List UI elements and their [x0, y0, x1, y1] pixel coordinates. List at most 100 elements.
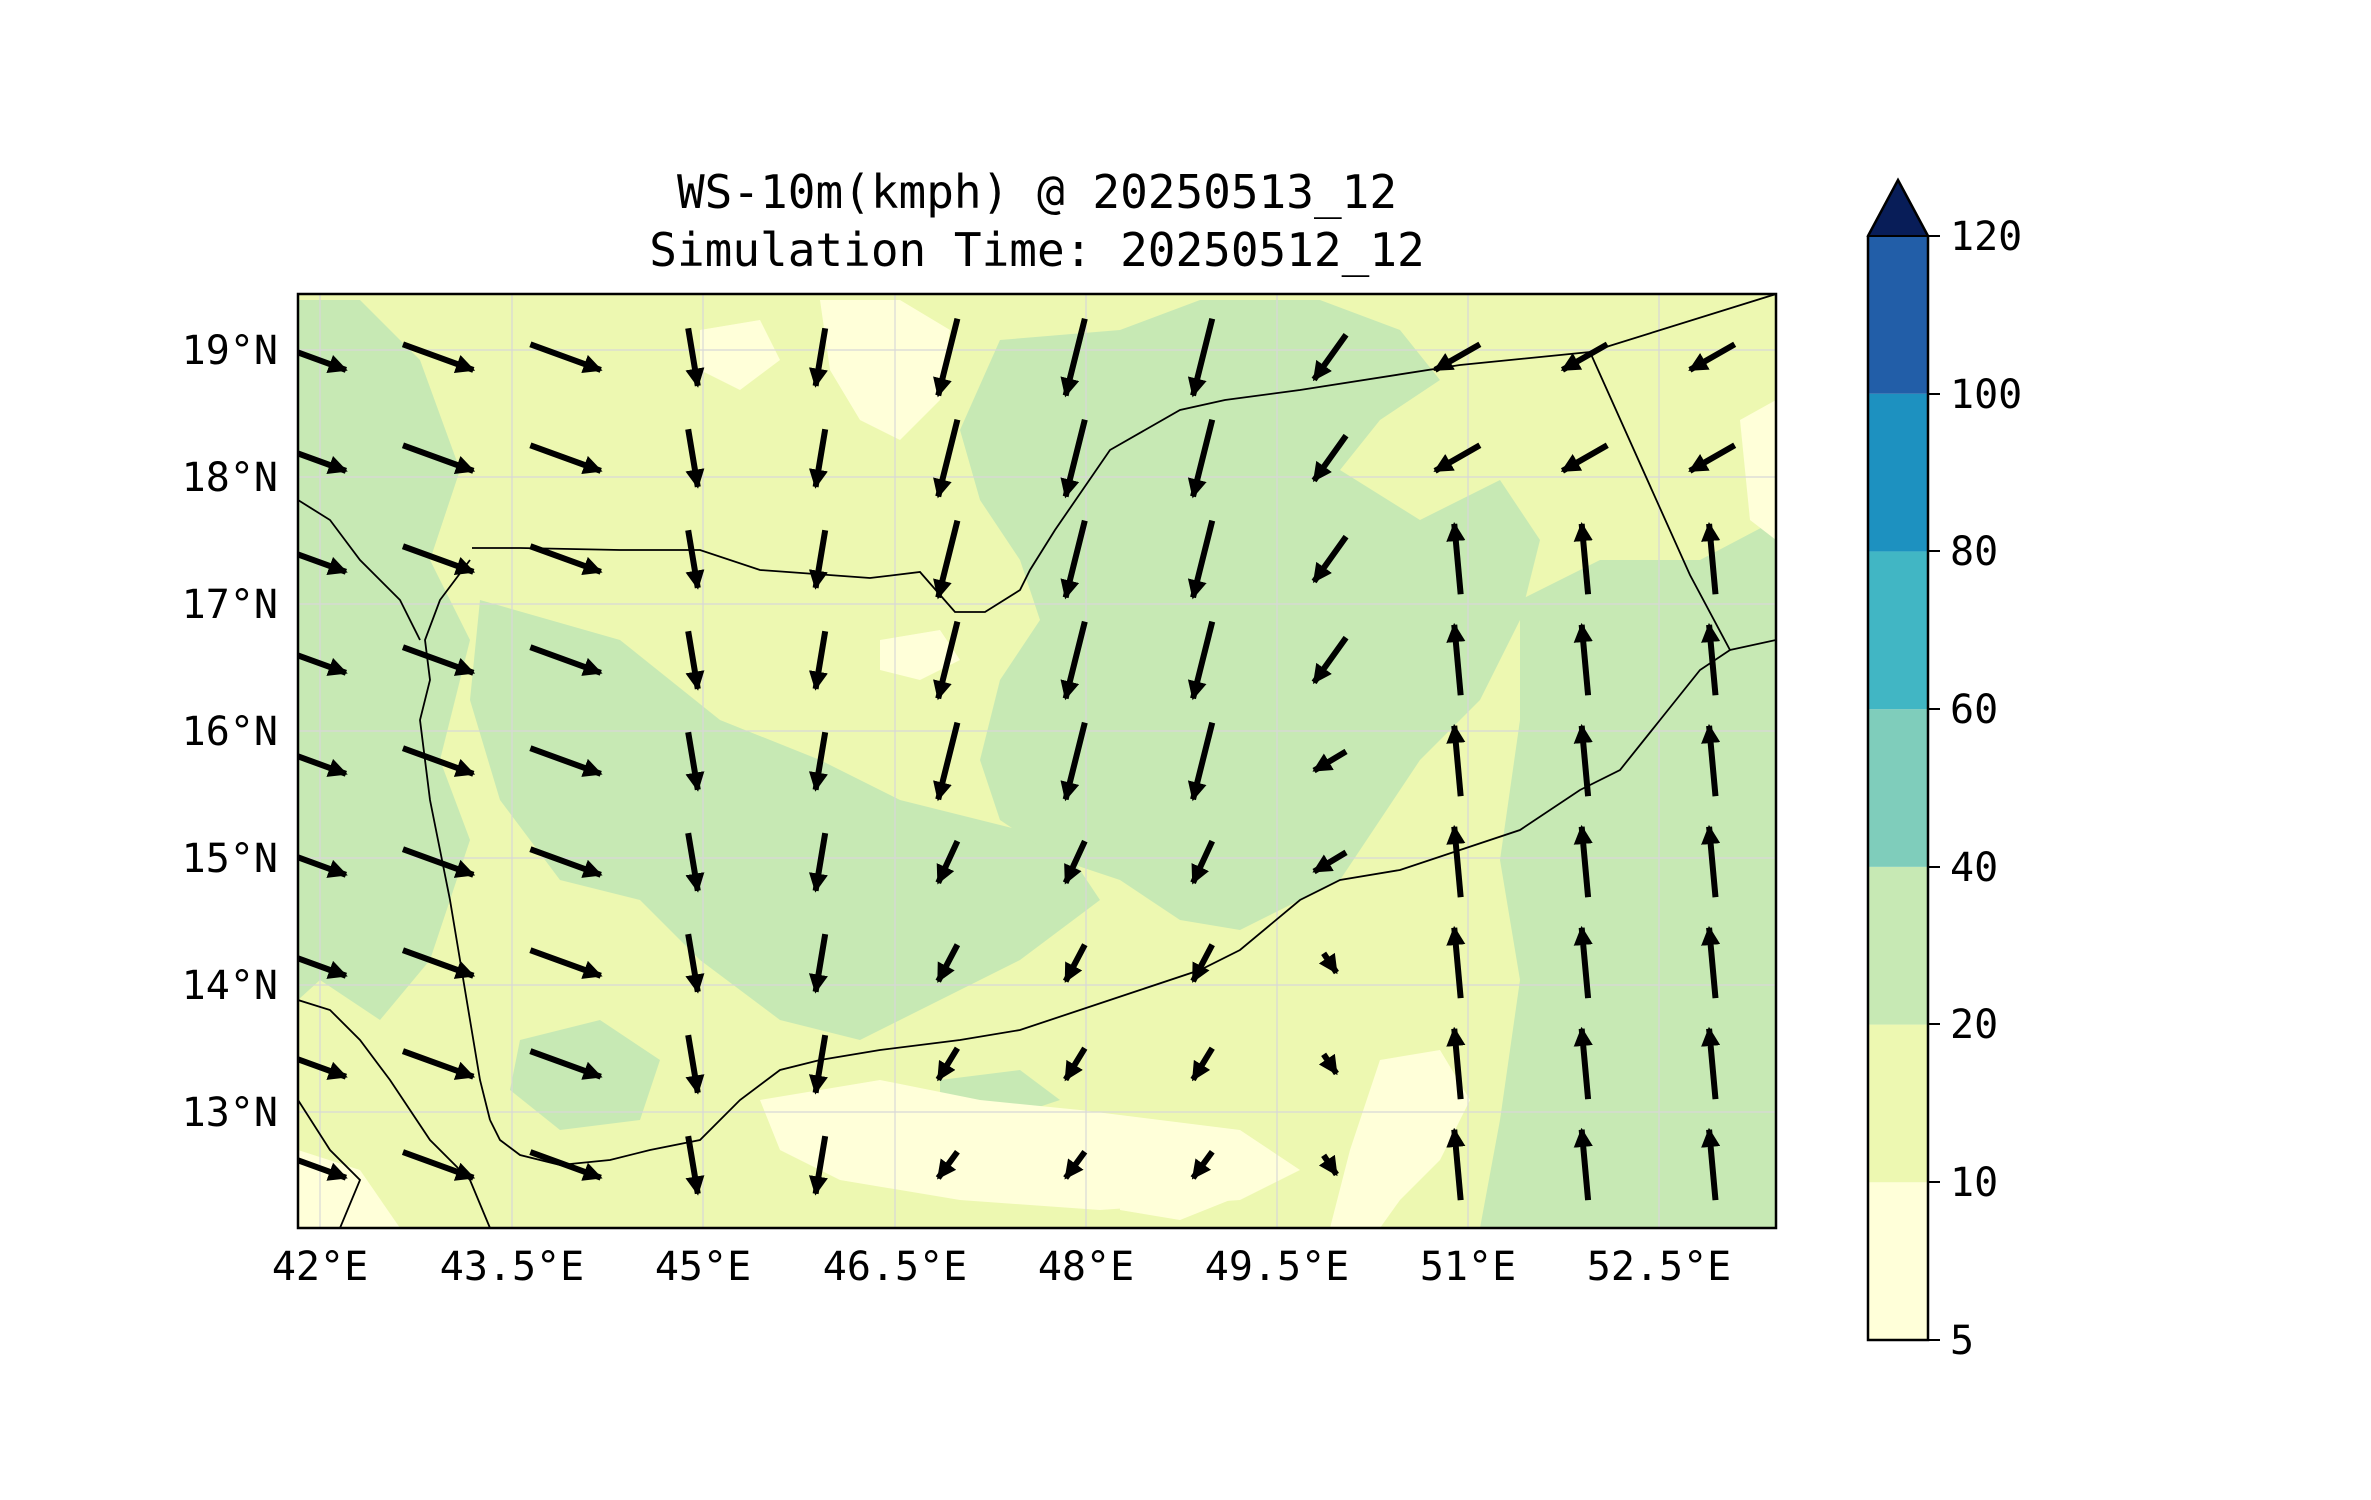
- wind-vector-arrow: [808, 327, 829, 388]
- wind-vector-arrow: [808, 731, 829, 792]
- x-tick-label: 45°E: [655, 1244, 751, 1290]
- wind-vector-arrow: [401, 1149, 476, 1181]
- wind-vector-arrow: [685, 1034, 705, 1095]
- wind-vector-arrow: [808, 529, 829, 590]
- colorbar-tick-label: 120: [1950, 214, 2022, 260]
- x-tick-label: 52.5°E: [1587, 1244, 1732, 1290]
- wind-vector-arrow: [1060, 317, 1088, 398]
- colorbar-tick-label: 20: [1950, 1002, 1998, 1048]
- colorbar-segment: [1868, 1024, 1928, 1183]
- colorbar-segment: [1868, 866, 1928, 1025]
- wind-vector-arrow: [935, 839, 961, 885]
- wind-vector-arrow: [933, 721, 961, 802]
- wind-vector-arrow: [1318, 1052, 1339, 1076]
- wind-vector-arrow: [529, 947, 603, 979]
- wind-vector-arrow: [401, 1048, 476, 1080]
- wind-vector-arrow: [1318, 951, 1339, 975]
- wind-vector-arrow: [1446, 824, 1466, 898]
- wind-vector-arrow: [298, 955, 348, 979]
- wind-vector-arrow: [529, 745, 603, 777]
- yemen-south-coast: [489, 649, 1731, 1166]
- wind-vector-arrow: [935, 1046, 960, 1082]
- wind-vector-arrow: [1190, 1046, 1215, 1082]
- colorbar-tick-label: 60: [1950, 687, 1998, 733]
- wind-vector-arrow: [1190, 1150, 1215, 1180]
- wind-vector-arrow: [1701, 521, 1721, 595]
- wind-vector-arrow: [529, 644, 603, 676]
- wind-vector-arrow: [529, 341, 603, 374]
- y-tick-label: 19°N: [182, 328, 278, 374]
- wind-vector-arrow: [1311, 635, 1349, 685]
- wind-vector-arrow: [1062, 943, 1088, 983]
- wind-vector-arrow: [1701, 824, 1721, 898]
- wind-vector-arrow: [1701, 1127, 1721, 1201]
- wind-vector-arrow: [1311, 534, 1349, 584]
- wind-vector-arrow: [1063, 1046, 1088, 1082]
- map-frame: [296, 292, 1778, 1230]
- wind-vector-arrow: [1190, 943, 1215, 983]
- wind-vector-arrow: [808, 832, 829, 893]
- wind-vector-arrow: [1573, 521, 1593, 595]
- wind-vector-arrow: [298, 450, 348, 474]
- x-tick-label: 49.5°E: [1205, 1244, 1350, 1290]
- wind-vector-arrow: [1701, 723, 1721, 797]
- wind-vector-arrow: [933, 418, 961, 499]
- colorbar-segment: [1868, 393, 1928, 552]
- wind-vector-arrow: [1060, 721, 1088, 802]
- wind-vector-arrow: [1063, 1150, 1088, 1180]
- colorbar-segment: [1868, 709, 1928, 867]
- x-tick-label: 46.5°E: [823, 1244, 968, 1290]
- wind-vector-arrow: [1312, 849, 1348, 875]
- wind-vector-arrow: [529, 543, 603, 575]
- wind-vector-arrow: [1190, 839, 1215, 885]
- wind-vector-arrow: [933, 317, 961, 398]
- colorbar-outline: [1866, 177, 1930, 1342]
- wind-vector-arrow: [685, 933, 705, 994]
- wind-vector-arrow: [1573, 622, 1593, 696]
- y-tick-label: 16°N: [182, 709, 278, 755]
- wind-vector-arrow: [1318, 1153, 1339, 1177]
- wind-vector-arrow: [1446, 622, 1466, 696]
- wind-vector-arrow: [808, 428, 829, 489]
- plot-title-line1: WS-10m(kmph) @ 20250513_12: [677, 165, 1397, 219]
- wind-vector-arrow: [1701, 1026, 1721, 1100]
- wind-vector-arrow: [298, 854, 348, 878]
- wind-vector-arrow: [1701, 622, 1721, 696]
- wind-vector-arrow: [685, 428, 705, 489]
- coastlines-borders: [298, 294, 1776, 1228]
- wind-vector-arrow: [808, 1135, 829, 1196]
- wind-vector-arrow: [1573, 1127, 1593, 1201]
- colorbar-tick-label: 100: [1950, 372, 2022, 418]
- wind-vector-arrow: [1573, 1026, 1593, 1100]
- wind-vector-arrow: [298, 652, 348, 676]
- wind-vector-arrow: [1311, 433, 1349, 483]
- wind-vector-arrow: [529, 846, 603, 878]
- wind-vector-arrow: [298, 551, 348, 575]
- wind-vector-arrow: [529, 442, 603, 474]
- wind-vector-arrow: [1560, 341, 1609, 373]
- wind-vector-arrow: [1688, 341, 1737, 373]
- wind-vector-arrow: [935, 1150, 960, 1180]
- x-tick-label: 51°E: [1420, 1244, 1516, 1290]
- wind-vector-arrow: [401, 947, 476, 979]
- colorbar-tick-label: 40: [1950, 845, 1998, 891]
- y-tick-label: 15°N: [182, 836, 278, 882]
- wind-vector-arrow: [1187, 418, 1216, 499]
- wind-vector-arrow: [298, 1157, 348, 1181]
- wind-vector-arrow: [685, 731, 705, 792]
- wind-vector-arrow: [685, 327, 705, 388]
- y-tick-label: 14°N: [182, 963, 278, 1009]
- wind-vector-arrow: [808, 933, 829, 994]
- wind-vector-arrow: [933, 519, 961, 600]
- wind-vector-arrow: [1446, 1127, 1466, 1201]
- wind-vector-arrow: [808, 1034, 829, 1095]
- colorbar-ticks: [1928, 235, 1940, 1341]
- wind-vector-arrow: [808, 630, 829, 691]
- colorbar-extend-arrow: [1866, 177, 1930, 237]
- wind-vector-arrow: [401, 745, 476, 777]
- wind-vector-arrow: [1446, 521, 1466, 595]
- plot-title-line2: Simulation Time: 20250512_12: [649, 223, 1424, 277]
- wind-vector-arrow: [935, 943, 961, 983]
- x-tick-label: 48°E: [1038, 1244, 1134, 1290]
- yemen-oman-border: [1589, 351, 1776, 652]
